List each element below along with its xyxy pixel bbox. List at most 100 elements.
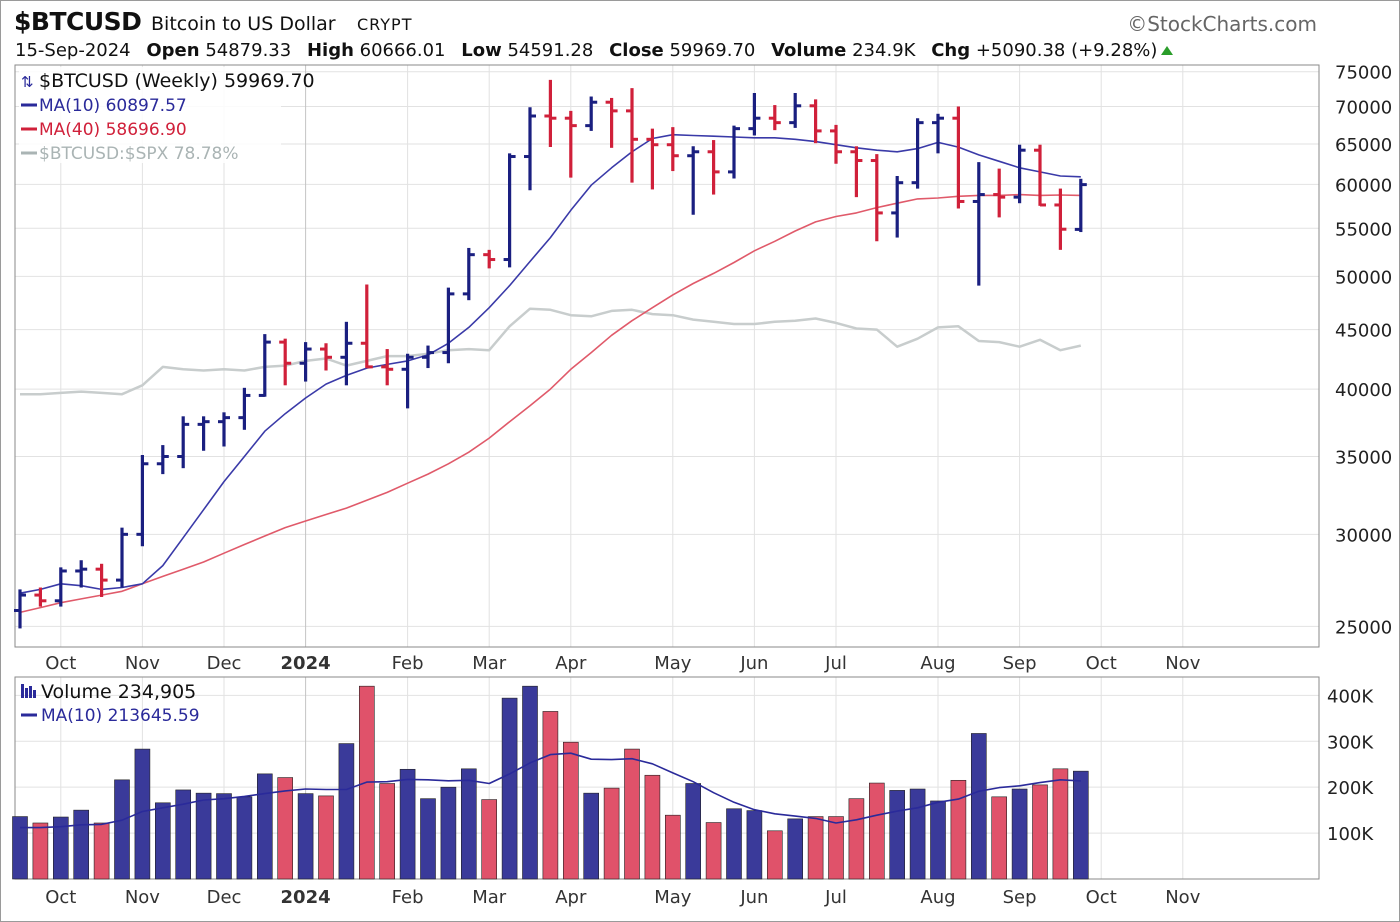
volume-label: Volume — [771, 40, 847, 61]
volume-bar — [195, 792, 212, 880]
ohlc-bar — [503, 153, 516, 268]
volume-bar — [726, 808, 742, 880]
volume-bar — [114, 779, 130, 880]
price-x-tick-label: 2024 — [281, 653, 331, 674]
ohlc-bar — [483, 249, 496, 269]
volume-bar — [460, 768, 477, 880]
ohlc-bar — [299, 342, 312, 382]
ohlc-bar — [830, 124, 842, 164]
price-legend: ⇅ $BTCUSD (Weekly) 59969.70 MA(10) 60897.5… — [19, 67, 315, 164]
price-tick-label: 70000 — [1335, 98, 1392, 119]
ohlc-bar — [442, 287, 455, 364]
volume-bar — [155, 802, 171, 880]
ohlc-bar — [401, 353, 414, 409]
volume-bar — [868, 782, 885, 880]
volume-bar — [644, 774, 661, 880]
volume-chart: 100K 200K 300K 400K Oct Nov Dec 2024 Feb Mar Apr Ma… — [12, 676, 1374, 908]
volume-bar — [542, 711, 559, 880]
volume-bar — [481, 799, 498, 880]
ohlc-bar — [850, 146, 863, 198]
volume-bar — [603, 787, 620, 880]
volume-bar — [766, 830, 783, 880]
ohlc-bar — [972, 162, 985, 286]
volume-bar — [1052, 768, 1069, 880]
volume-bar — [52, 816, 69, 880]
price-x-tick-label: Feb — [392, 653, 424, 674]
volume-bar — [277, 777, 294, 880]
ohlc-bar — [687, 146, 700, 215]
chart-symbol: $BTCUSD — [14, 7, 142, 36]
volume-x-tick-label: Jun — [739, 887, 768, 908]
low-label: Low — [461, 40, 502, 61]
price-tick-label: 50000 — [1335, 267, 1392, 288]
price-tick-label: 65000 — [1335, 135, 1392, 156]
volume-tick-label: 400K — [1327, 686, 1374, 707]
volume-bar — [379, 783, 396, 880]
price-x-tick-label: Dec — [207, 653, 242, 674]
volume-bar — [685, 783, 702, 880]
volume-ma10-line — [20, 752, 1081, 829]
ohlc-bar — [54, 567, 67, 607]
quote-summary: 15-Sep-2024 Open 54879.33 High 60666.01 … — [15, 40, 1174, 61]
ohlc-bar — [75, 560, 88, 588]
volume-tick-label: 100K — [1327, 824, 1374, 845]
ohlc-bar — [320, 343, 332, 371]
ohlc-bar — [340, 321, 353, 386]
volume-bar — [889, 790, 906, 880]
volume-bar — [93, 822, 110, 880]
volume-x-tick-label: Oct — [45, 887, 76, 908]
ohlc-bar — [891, 176, 904, 238]
volume-bar — [32, 822, 49, 880]
volume-bars — [12, 685, 1089, 880]
price-plot-border — [14, 64, 1320, 648]
volume-bar — [930, 800, 946, 880]
volume-bar — [787, 818, 804, 880]
change-value: +5090.38 (+9.28%) — [975, 40, 1158, 61]
ohlc-icon: ⇅ — [21, 73, 34, 91]
volume-bar — [828, 816, 844, 880]
price-x-tick-label: Oct — [1086, 653, 1117, 674]
volume-bars-icon — [21, 684, 36, 698]
ohlc-bar — [1034, 144, 1046, 207]
price-tick-label: 60000 — [1335, 175, 1392, 196]
volume-x-tick-label: Jul — [824, 887, 847, 908]
ohlc-bar — [279, 338, 292, 386]
volume-x-tick-label: Sep — [1003, 887, 1037, 908]
volume-bar — [664, 814, 681, 880]
ohlc-bar — [34, 587, 47, 607]
volume-x-tick-label: Aug — [920, 887, 955, 908]
price-x-tick-label: May — [654, 653, 692, 674]
ohlc-bar — [422, 345, 434, 369]
ohlc-bar — [728, 125, 740, 179]
price-legend-item: $BTCUSD:$SPX 78.78% — [39, 144, 239, 164]
volume-bar — [297, 793, 314, 880]
price-x-tick-label: Nov — [1165, 653, 1200, 674]
volume-bar — [624, 748, 640, 880]
volume-bar — [970, 733, 987, 880]
price-x-tick-label: Jun — [739, 653, 768, 674]
price-legend-bg — [19, 67, 281, 163]
price-tick-label: 55000 — [1335, 219, 1392, 240]
ohlc-bar — [116, 527, 128, 588]
volume-bar — [522, 685, 538, 880]
volume-icon-bar — [33, 690, 36, 698]
ohlc-bar — [789, 93, 802, 128]
price-tick-label: 45000 — [1335, 321, 1392, 342]
ohlc-bar — [809, 99, 822, 144]
volume-value: 234.9K — [852, 40, 916, 61]
volume-x-tick-label: Nov — [125, 887, 160, 908]
ohlc-bar — [768, 105, 781, 131]
volume-bar — [440, 786, 457, 880]
price-x-tick-label: Nov — [125, 653, 160, 674]
high-value: 60666.01 — [359, 40, 446, 61]
ohlc-bar — [258, 334, 271, 397]
volume-bar — [501, 697, 518, 880]
volume-x-tick-label: Apr — [555, 887, 587, 908]
relative-strength-line — [20, 307, 1082, 396]
volume-bar — [175, 789, 191, 880]
ohlc-bar — [585, 96, 598, 131]
price-x-tick-label: Sep — [1003, 653, 1037, 674]
volume-x-tick-label: Dec — [207, 887, 242, 908]
price-x-tick-label: Oct — [45, 653, 76, 674]
